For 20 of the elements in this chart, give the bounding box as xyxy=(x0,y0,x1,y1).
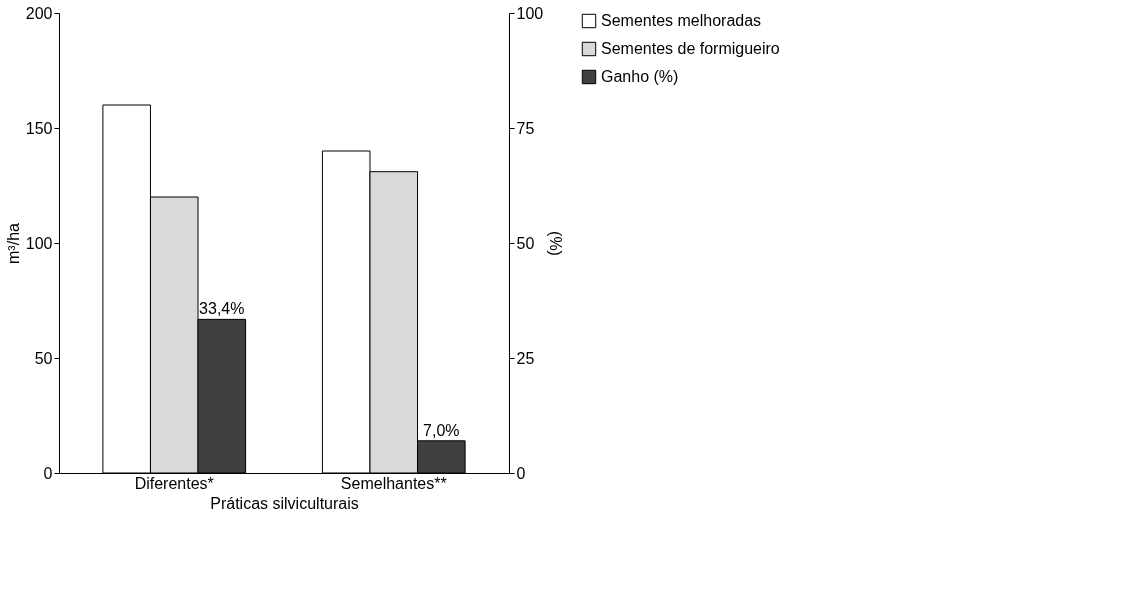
y-tick-label: 50 xyxy=(34,349,53,367)
y2-tick-label: 100 xyxy=(516,4,544,22)
y-tick-label: 150 xyxy=(25,119,53,137)
legend-label: Sementes de formigueiro xyxy=(601,40,780,57)
data-label: 7,0% xyxy=(423,421,460,439)
legend-label: Ganho (%) xyxy=(601,68,679,85)
y-tick-label: 0 xyxy=(43,464,53,482)
y2-axis-title: (%) xyxy=(547,231,565,256)
x-tick-label: Semelhantes** xyxy=(340,474,447,492)
legend-label: Sementes melhoradas xyxy=(601,12,762,29)
y2-tick-label: 50 xyxy=(516,234,535,252)
data-label: 33,4% xyxy=(199,300,245,318)
y-tick-label: 200 xyxy=(25,4,53,22)
y2-tick-label: 25 xyxy=(516,349,535,367)
y2-tick-label: 0 xyxy=(516,464,526,482)
x-tick-label: Diferentes* xyxy=(134,474,214,492)
y-tick-label: 100 xyxy=(25,234,53,252)
y2-tick-label: 75 xyxy=(516,119,535,137)
x-axis-title: Práticas silviculturais xyxy=(210,494,359,512)
y-axis-title: m³/ha xyxy=(4,222,22,264)
